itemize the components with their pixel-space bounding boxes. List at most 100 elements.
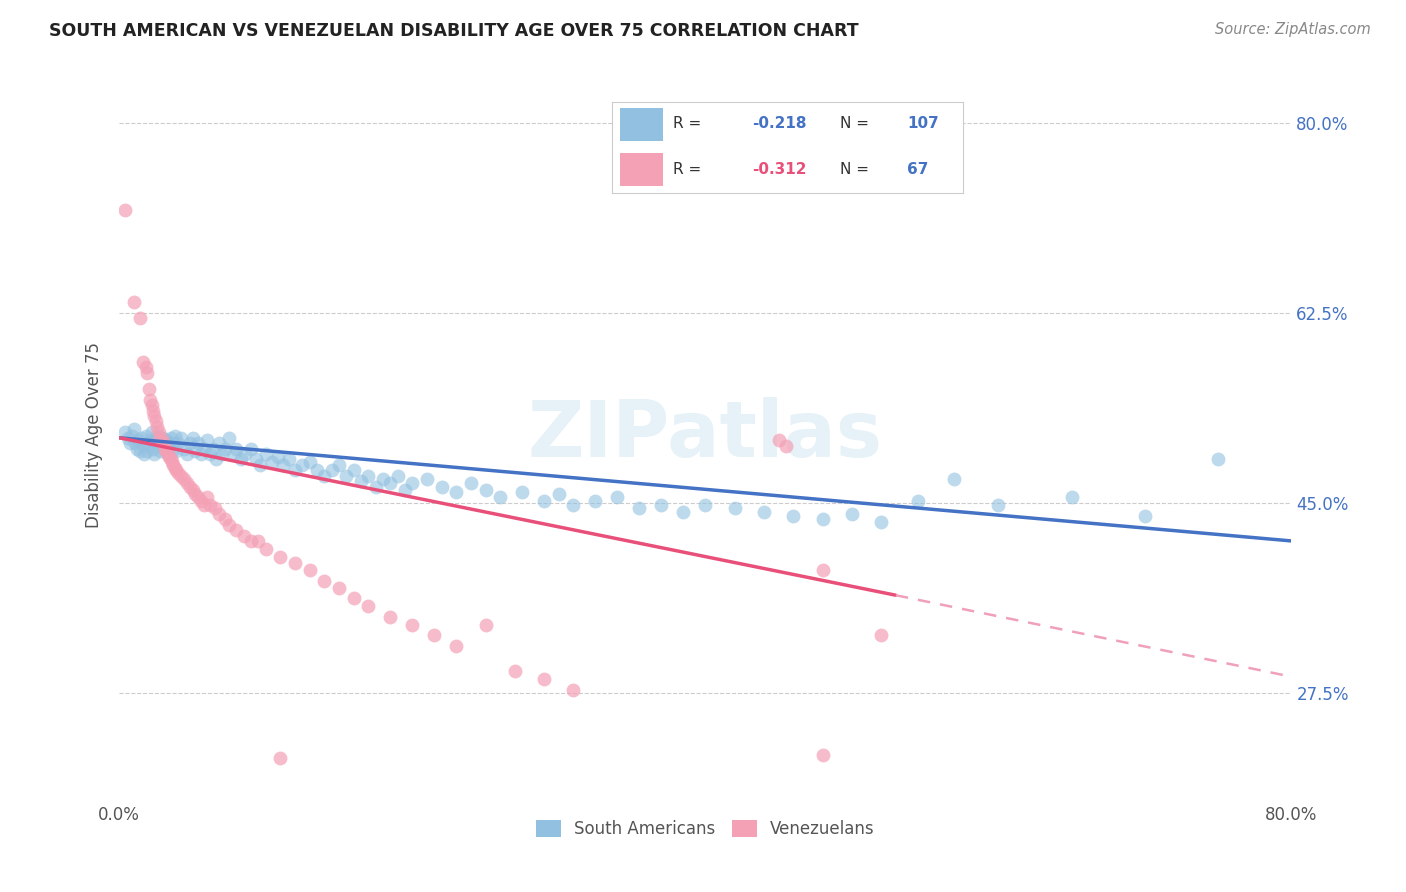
- Point: [291, 458, 314, 472]
- Point: [870, 516, 893, 530]
- Point: [474, 483, 496, 497]
- Point: [401, 617, 423, 632]
- Point: [138, 382, 160, 396]
- Point: [811, 512, 834, 526]
- Point: [153, 442, 176, 456]
- Point: [371, 472, 394, 486]
- Point: [157, 450, 180, 465]
- Point: [211, 447, 233, 461]
- Point: [321, 463, 343, 477]
- Point: [135, 360, 157, 375]
- Point: [179, 436, 201, 450]
- Point: [489, 491, 512, 505]
- Point: [142, 403, 165, 417]
- Point: [170, 431, 193, 445]
- Point: [121, 428, 143, 442]
- Y-axis label: Disability Age Over 75: Disability Age Over 75: [86, 342, 103, 528]
- Point: [193, 442, 215, 456]
- Point: [198, 447, 221, 461]
- Point: [155, 443, 177, 458]
- Point: [328, 458, 350, 472]
- Point: [155, 433, 177, 447]
- Point: [214, 442, 236, 456]
- Point: [278, 452, 301, 467]
- Point: [811, 747, 834, 762]
- Point: [335, 468, 357, 483]
- Point: [142, 442, 165, 456]
- Point: [775, 440, 797, 454]
- Point: [179, 480, 201, 494]
- Point: [152, 436, 174, 450]
- Point: [134, 447, 156, 461]
- Text: ZIPatlas: ZIPatlas: [527, 397, 883, 473]
- Point: [510, 485, 533, 500]
- Point: [208, 436, 231, 450]
- Point: [357, 599, 380, 613]
- Point: [118, 436, 141, 450]
- Point: [141, 425, 163, 440]
- Point: [122, 295, 145, 310]
- Point: [143, 447, 166, 461]
- Point: [125, 442, 148, 456]
- Point: [474, 617, 496, 632]
- Point: [181, 483, 204, 497]
- Point: [254, 541, 277, 556]
- Point: [225, 442, 247, 456]
- Point: [163, 428, 186, 442]
- Point: [1133, 508, 1156, 523]
- Point: [987, 498, 1010, 512]
- Point: [416, 472, 439, 486]
- Point: [160, 443, 183, 458]
- Point: [387, 468, 409, 483]
- Point: [314, 574, 336, 588]
- Point: [870, 628, 893, 642]
- Point: [205, 452, 228, 467]
- Point: [128, 443, 150, 458]
- Point: [752, 505, 775, 519]
- Point: [364, 480, 387, 494]
- Point: [150, 433, 173, 447]
- Point: [249, 458, 271, 472]
- Point: [193, 498, 215, 512]
- Point: [173, 442, 195, 456]
- Point: [269, 550, 291, 565]
- Point: [190, 447, 212, 461]
- Point: [132, 438, 155, 452]
- Point: [225, 523, 247, 537]
- Point: [695, 498, 717, 512]
- Point: [128, 311, 150, 326]
- Point: [139, 392, 162, 407]
- Point: [198, 498, 221, 512]
- Point: [222, 447, 245, 461]
- Point: [841, 507, 863, 521]
- Point: [233, 447, 256, 461]
- Point: [149, 443, 172, 458]
- Point: [401, 476, 423, 491]
- Point: [146, 420, 169, 434]
- Legend: South Americans, Venezuelans: South Americans, Venezuelans: [529, 813, 882, 845]
- Point: [122, 422, 145, 436]
- Point: [1206, 452, 1229, 467]
- Point: [307, 463, 329, 477]
- Point: [328, 581, 350, 595]
- Point: [156, 447, 179, 461]
- Point: [380, 610, 402, 624]
- Point: [204, 501, 226, 516]
- Point: [606, 491, 628, 505]
- Point: [129, 431, 152, 445]
- Point: [143, 409, 166, 423]
- Point: [190, 493, 212, 508]
- Point: [343, 591, 366, 606]
- Point: [124, 436, 146, 450]
- Point: [650, 498, 672, 512]
- Point: [136, 443, 159, 458]
- Point: [132, 355, 155, 369]
- Point: [380, 476, 402, 491]
- Point: [273, 458, 295, 472]
- Point: [187, 491, 209, 505]
- Point: [139, 433, 162, 447]
- Point: [232, 528, 254, 542]
- Point: [156, 447, 179, 461]
- Point: [628, 501, 651, 516]
- Point: [149, 431, 172, 445]
